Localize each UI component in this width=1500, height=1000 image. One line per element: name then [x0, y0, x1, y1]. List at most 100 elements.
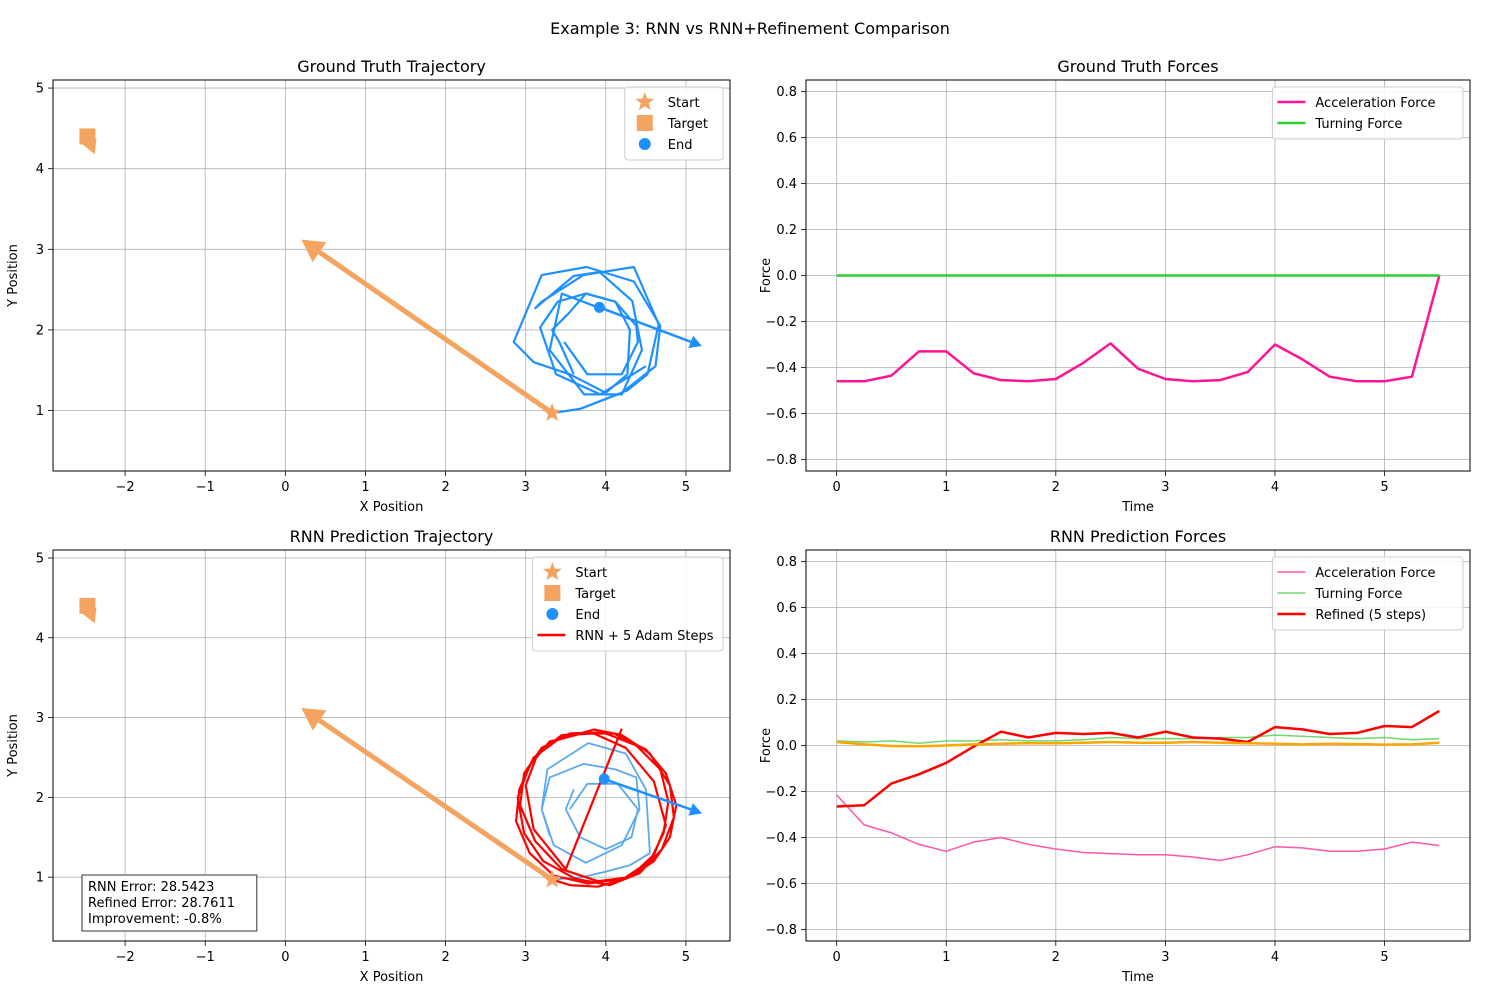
y-tick-label: 0.0 — [776, 739, 797, 754]
x-tick-label: 0 — [833, 480, 841, 495]
plot-frame — [805, 79, 1471, 472]
y-tick-label: 4 — [36, 162, 44, 177]
end-heading-arrow-head — [688, 803, 702, 816]
plot-area — [79, 597, 702, 888]
y-axis-label: Force — [759, 728, 774, 763]
start-marker — [542, 869, 562, 888]
end-marker — [593, 301, 605, 313]
end-marker — [598, 773, 610, 785]
y-tick-label: −0.2 — [765, 315, 797, 330]
legend-circle-icon — [638, 138, 651, 150]
legend-box — [1271, 86, 1464, 140]
legend-star-icon — [635, 92, 655, 111]
legend-label: Target — [574, 587, 615, 602]
annotation-line: Improvement: -0.8% — [88, 912, 222, 927]
legend-label: RNN + 5 Adam Steps — [575, 629, 713, 644]
figure-title: Example 3: RNN vs RNN+Refinement Compari… — [550, 19, 950, 38]
plot-frame — [805, 549, 1471, 942]
legend-label: Turning Force — [1314, 587, 1402, 602]
x-tick-label: 4 — [1271, 950, 1279, 965]
start-heading-arrow-head — [301, 239, 327, 263]
target-heading-arrow-shaft — [86, 605, 91, 612]
legend: Acceleration Force Turning Force Refined (… — [1271, 556, 1464, 631]
y-tick-label: 1 — [36, 404, 44, 419]
y-tick-label: −0.4 — [765, 361, 797, 376]
trajectory-line — [512, 265, 662, 410]
trajectory-line — [550, 292, 640, 376]
y-tick-label: 0.4 — [776, 647, 797, 662]
x-tick-label: 1 — [942, 950, 950, 965]
start-heading-arrow-head — [301, 707, 327, 731]
y-tick-label: 0.2 — [776, 693, 797, 708]
x-tick-label: −2 — [116, 480, 135, 495]
legend-label: Acceleration Force — [1315, 566, 1435, 581]
x-tick-label: 2 — [441, 480, 449, 495]
y-tick-label: 3 — [36, 711, 44, 726]
y-tick-label: 5 — [36, 551, 44, 566]
y-tick-label: 5 — [36, 82, 44, 97]
chart-title: RNN Prediction Trajectory — [290, 527, 494, 546]
x-tick-label: 1 — [942, 480, 950, 495]
y-tick-label: 3 — [36, 243, 44, 258]
plot-frame — [52, 549, 731, 942]
chart-title: Ground Truth Trajectory — [297, 57, 486, 76]
trajectory-line — [514, 728, 678, 888]
x-tick-label: 1 — [361, 480, 369, 495]
y-tick-label: 0.6 — [776, 131, 797, 146]
plot-area — [836, 274, 1441, 383]
y-tick-label: −0.4 — [765, 831, 797, 846]
x-tick-label: −1 — [196, 950, 215, 965]
x-tick-label: 5 — [682, 950, 690, 965]
legend: Acceleration Force Turning Force — [1271, 86, 1464, 140]
y-tick-label: 2 — [36, 323, 44, 338]
legend-label: Target — [667, 117, 708, 132]
series-line — [836, 709, 1440, 808]
x-tick-label: 3 — [1161, 480, 1169, 495]
trajectory-line — [534, 265, 660, 415]
y-tick-label: 0.4 — [776, 177, 797, 192]
y-tick-label: −0.6 — [765, 877, 797, 892]
y-axis-label: Y Position — [6, 244, 21, 308]
start-heading-arrow-shaft — [318, 718, 554, 882]
series-line — [836, 794, 1440, 862]
x-tick-label: 0 — [281, 950, 289, 965]
legend-square-icon — [636, 115, 653, 131]
trajectory-line — [564, 782, 639, 851]
panel-rnn-prediction-forces: 0 1 2 3 4 5 −0.8 −0.6 −0.4 −0.2 0.0 0.2 0.4 0.6 0.8 RNN… — [759, 527, 1471, 985]
legend-label: End — [668, 138, 693, 153]
x-tick-label: 3 — [522, 480, 530, 495]
x-tick-label: 3 — [522, 950, 530, 965]
y-axis-label: Force — [759, 258, 774, 293]
legend: Start Target End — [624, 86, 724, 161]
chart-title: Ground Truth Forces — [1057, 57, 1218, 76]
target-heading-arrow-shaft — [86, 135, 91, 142]
plot-area — [836, 709, 1440, 862]
legend: Start Target End RNN + 5 Adam Steps — [531, 556, 724, 652]
legend-label: End — [575, 608, 600, 623]
y-tick-label: −0.2 — [765, 785, 797, 800]
target-heading-arrow-head — [82, 607, 97, 624]
y-tick-label: −0.6 — [765, 407, 797, 422]
x-tick-label: 0 — [281, 480, 289, 495]
x-tick-label: 2 — [1052, 950, 1060, 965]
series-line — [836, 275, 1441, 383]
x-tick-label: 1 — [361, 950, 369, 965]
panel-ground-truth-forces: 0 1 2 3 4 5 −0.8 −0.6 −0.4 −0.2 0.0 0.2 0.4 0.6 0.8 Gro… — [759, 57, 1471, 515]
y-tick-label: −0.8 — [765, 453, 797, 468]
end-heading-arrow-shaft — [598, 306, 692, 343]
x-tick-label: 3 — [1161, 950, 1169, 965]
legend-label: Acceleration Force — [1315, 96, 1435, 111]
plot-area — [79, 128, 702, 421]
x-tick-label: −2 — [116, 950, 135, 965]
x-tick-label: 4 — [1271, 480, 1279, 495]
x-tick-label: 5 — [1380, 950, 1388, 965]
legend-label: Start — [668, 96, 700, 111]
x-tick-label: 2 — [441, 950, 449, 965]
y-tick-label: 4 — [36, 631, 44, 646]
plot-frame — [52, 79, 731, 472]
annotation-line: RNN Error: 28.5423 — [88, 880, 214, 895]
end-heading-arrow-shaft — [603, 777, 692, 811]
start-marker — [542, 403, 562, 421]
